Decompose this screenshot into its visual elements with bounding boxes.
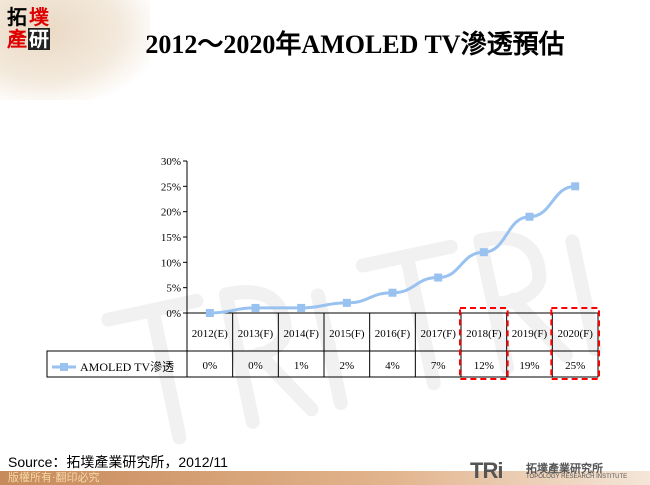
legend-cell bbox=[46, 350, 188, 378]
logo: 拓 墣 產 研 bbox=[6, 6, 52, 52]
y-tick-label: 5% bbox=[166, 283, 181, 295]
watermark-shape bbox=[355, 231, 603, 391]
y-tick-label: 20% bbox=[161, 207, 181, 219]
data-point bbox=[571, 182, 580, 191]
watermark-shape bbox=[101, 285, 348, 445]
logo-char: 墣 bbox=[29, 5, 49, 29]
legend-marker bbox=[60, 363, 68, 371]
x-tick-label: 2012(E) bbox=[192, 328, 228, 340]
x-tick-label: 2018(F) bbox=[466, 328, 502, 340]
data-point bbox=[205, 309, 214, 317]
data-label: 0% bbox=[202, 360, 217, 372]
brand-mark: TRi bbox=[470, 458, 503, 483]
data-label: 2% bbox=[339, 360, 354, 372]
y-tick-label: 25% bbox=[161, 181, 181, 193]
footer-bar bbox=[0, 471, 650, 485]
x-tick-label: 2016(F) bbox=[375, 328, 411, 340]
data-label: 1% bbox=[294, 360, 309, 372]
y-tick-label: 15% bbox=[161, 232, 181, 244]
x-tick-label: 2015(F) bbox=[329, 328, 365, 340]
data-label: 7% bbox=[431, 360, 446, 372]
data-point bbox=[388, 288, 397, 297]
copyright: 版權所有‧翻印必究 bbox=[8, 471, 100, 484]
logo-char: 研 bbox=[28, 27, 50, 51]
brand-name-zh: 拓墣產業研究所 bbox=[526, 463, 603, 475]
y-tick-label: 30% bbox=[161, 156, 181, 168]
x-tick-label: 2013(F) bbox=[238, 328, 274, 340]
brand-name-en: TOPOLOGY RESEARCH INSTITUTE bbox=[526, 474, 628, 480]
x-tick-label: 2020(F) bbox=[557, 328, 593, 340]
data-point bbox=[342, 298, 351, 307]
x-tick-label: 2017(F) bbox=[420, 328, 456, 340]
logo-char: 產 bbox=[7, 27, 27, 51]
brand-logo: TRi 拓墣產業研究所 TOPOLOGY RESEARCH INSTITUTE bbox=[470, 458, 627, 484]
source-note: Source：拓墣產業研究所，2012/11 bbox=[8, 454, 228, 470]
series-line bbox=[209, 184, 576, 315]
data-point bbox=[297, 303, 306, 312]
data-point bbox=[251, 303, 260, 312]
data-point bbox=[525, 212, 534, 221]
data-label: 25% bbox=[565, 360, 585, 372]
y-tick-label: 0% bbox=[166, 308, 181, 320]
legend-label: AMOLED TV滲透 bbox=[80, 360, 174, 374]
y-tick-label: 10% bbox=[161, 257, 181, 269]
data-label: 4% bbox=[385, 360, 400, 372]
background-map bbox=[0, 0, 150, 100]
data-label: 12% bbox=[474, 360, 494, 372]
page-title: 2012～2020年AMOLED TV滲透預估 bbox=[145, 30, 565, 59]
highlight-box bbox=[459, 307, 509, 380]
highlight-box bbox=[550, 307, 600, 380]
x-tick-label: 2014(F) bbox=[283, 328, 319, 340]
data-point bbox=[434, 273, 443, 282]
x-tick-label: 2019(F) bbox=[512, 328, 548, 340]
data-label: 0% bbox=[248, 360, 263, 372]
logo-char: 拓 bbox=[7, 5, 27, 29]
data-point bbox=[479, 248, 488, 257]
data-label: 19% bbox=[519, 360, 539, 372]
